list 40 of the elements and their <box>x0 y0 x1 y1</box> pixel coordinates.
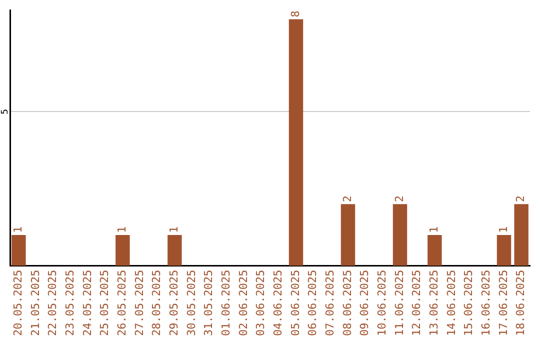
y-tick-label: 5 <box>0 108 10 114</box>
x-tick-label: 29.05.2025 <box>168 270 181 336</box>
data-label: 2 <box>392 196 406 202</box>
data-label: 1 <box>12 226 25 233</box>
x-tick-label: 01.06.2025 <box>220 270 233 336</box>
x-tick-label: 28.05.2025 <box>150 270 164 336</box>
data-label: 8 <box>288 10 302 18</box>
x-tick-label: 24.05.2025 <box>80 270 94 336</box>
x-tick-label: 21.05.2025 <box>28 270 42 336</box>
x-tick-label: 18.06.2025 <box>514 270 528 336</box>
x-tick-label: 09.06.2025 <box>358 270 372 336</box>
x-tick-label: 10.06.2025 <box>376 270 389 336</box>
x-tick-label: 16.06.2025 <box>480 270 493 336</box>
x-tick-label: 30.05.2025 <box>184 270 198 336</box>
x-tick-label: 03.06.2025 <box>254 270 268 336</box>
x-tick-label: 14.06.2025 <box>444 270 458 336</box>
data-label: 2 <box>514 196 528 202</box>
x-tick-label: 25.05.2025 <box>98 270 112 336</box>
x-tick-label: 23.05.2025 <box>64 270 77 336</box>
x-tick-label: 15.06.2025 <box>462 270 476 336</box>
x-tick-label: 20.05.2025 <box>12 270 25 336</box>
x-tick-label: 26.05.2025 <box>116 270 129 336</box>
data-label: 1 <box>116 226 129 233</box>
x-tick-label: 05.06.2025 <box>288 270 302 336</box>
x-tick-label: 12.06.2025 <box>410 270 424 336</box>
data-label: 1 <box>428 226 441 233</box>
x-tick-label: 06.06.2025 <box>306 270 320 336</box>
data-label: 1 <box>168 226 181 233</box>
data-label: 1 <box>496 226 510 233</box>
x-tick-label: 22.05.2025 <box>46 270 60 336</box>
x-tick-label: 17.06.2025 <box>496 270 510 336</box>
data-label: 2 <box>340 196 354 202</box>
x-tick-label: 02.06.2025 <box>236 270 250 336</box>
x-tick-label: 08.06.2025 <box>340 270 354 336</box>
x-tick-label: 13.06.2025 <box>428 270 441 336</box>
x-tick-label: 07.06.2025 <box>324 270 337 336</box>
x-tick-label: 31.05.2025 <box>202 270 216 336</box>
x-tick-label: 11.06.2025 <box>392 270 406 336</box>
x-tick-label: 27.05.2025 <box>132 270 146 336</box>
x-tick-label: 04.06.2025 <box>272 270 285 336</box>
